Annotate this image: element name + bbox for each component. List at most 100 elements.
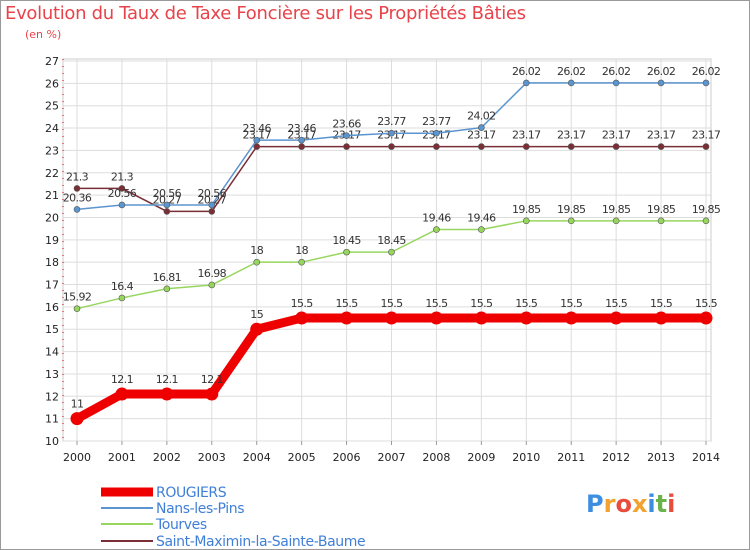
data-label-saint-maximin-la-sainte-baume: 23.17 <box>602 129 631 142</box>
data-label-rougiers: 15 <box>250 308 263 321</box>
data-point-saint-maximin-la-sainte-baume <box>522 143 530 150</box>
data-label-rougiers: 15.5 <box>650 297 673 310</box>
data-point-tourves <box>253 258 261 266</box>
x-tick-label: 2011 <box>557 451 585 464</box>
data-label-tourves: 18.45 <box>377 234 406 247</box>
data-point-tourves <box>73 305 81 312</box>
data-point-tourves <box>118 294 126 302</box>
data-point-saint-maximin-la-sainte-baume <box>208 208 216 215</box>
data-label-rougiers: 15.5 <box>470 297 493 310</box>
data-label-tourves: 19.85 <box>692 203 721 216</box>
data-label-nans-les-pins: 20.36 <box>63 191 92 204</box>
data-label-nans-les-pins: 26.02 <box>557 65 586 78</box>
x-tick-label: 2007 <box>378 451 406 464</box>
y-tick-label: 15 <box>45 323 59 336</box>
data-label-tourves: 19.46 <box>422 212 451 225</box>
data-point-nans-les-pins <box>702 79 710 87</box>
data-label-tourves: 16.4 <box>111 280 134 293</box>
data-point-saint-maximin-la-sainte-baume <box>388 143 395 150</box>
data-label-saint-maximin-la-sainte-baume: 23.17 <box>557 129 586 142</box>
data-point-rougiers <box>474 311 488 325</box>
data-point-tourves <box>208 281 216 289</box>
data-label-rougiers: 12.1 <box>201 373 223 386</box>
data-point-rougiers <box>340 311 354 325</box>
data-label-rougiers: 15.5 <box>560 297 583 310</box>
data-label-rougiers: 15.5 <box>380 297 403 310</box>
data-point-nans-les-pins <box>343 132 350 139</box>
y-tick-label: 16 <box>45 301 59 314</box>
data-point-saint-maximin-la-sainte-baume <box>118 185 126 192</box>
x-tick-label: 2003 <box>198 451 226 464</box>
data-label-saint-maximin-la-sainte-baume: 23.17 <box>467 129 496 142</box>
y-tick-label: 22 <box>45 167 59 180</box>
x-tick-label: 2001 <box>108 451 136 464</box>
data-label-tourves: 18 <box>295 244 308 257</box>
data-point-tourves <box>388 248 395 256</box>
y-tick-label: 23 <box>45 144 59 157</box>
x-tick-label: 2009 <box>467 451 495 464</box>
legend-label-nans-les-pins: Nans-les-Pins <box>156 501 244 517</box>
logo-letter: P <box>586 490 604 518</box>
y-tick-label: 19 <box>45 234 59 247</box>
data-label-tourves: 19.85 <box>512 203 541 216</box>
logo-letter: i <box>647 490 656 518</box>
data-label-tourves: 19.85 <box>557 203 586 216</box>
data-label-nans-les-pins: 26.02 <box>602 65 631 78</box>
data-label-tourves: 16.81 <box>153 271 182 284</box>
logo-letter: o <box>615 490 632 518</box>
x-tick-label: 2004 <box>243 451 271 464</box>
x-tick-label: 2010 <box>512 451 540 464</box>
data-label-rougiers: 15.5 <box>695 297 718 310</box>
data-label-nans-les-pins: 24.02 <box>467 110 496 123</box>
data-label-nans-les-pins: 23.46 <box>287 122 316 135</box>
data-point-saint-maximin-la-sainte-baume <box>702 143 710 150</box>
proxiti-logo: Proxiti <box>586 490 675 518</box>
data-point-rougiers <box>250 322 264 336</box>
data-label-saint-maximin-la-sainte-baume: 23.17 <box>242 129 271 142</box>
data-label-rougiers: 12.1 <box>156 373 178 386</box>
x-tick-label: 2014 <box>692 451 720 464</box>
data-label-saint-maximin-la-sainte-baume: 21.3 <box>111 170 134 183</box>
data-point-rougiers <box>160 387 174 401</box>
y-tick-label: 18 <box>45 256 59 269</box>
data-label-saint-maximin-la-sainte-baume: 20.27 <box>198 193 227 206</box>
data-point-rougiers <box>699 311 713 325</box>
y-tick-label: 13 <box>45 368 59 381</box>
data-label-tourves: 15.92 <box>63 291 92 304</box>
data-point-nans-les-pins <box>657 79 665 87</box>
data-point-tourves <box>343 248 350 256</box>
data-point-rougiers <box>205 387 219 401</box>
y-tick-label: 17 <box>45 279 59 292</box>
data-label-tourves: 19.85 <box>602 203 631 216</box>
data-point-tourves <box>567 217 575 225</box>
data-label-tourves: 19.46 <box>467 212 496 225</box>
data-point-saint-maximin-la-sainte-baume <box>298 143 305 150</box>
data-label-rougiers: 15.5 <box>291 297 314 310</box>
data-label-saint-maximin-la-sainte-baume: 23.17 <box>512 129 541 142</box>
y-tick-label: 14 <box>45 346 59 359</box>
data-point-saint-maximin-la-sainte-baume <box>433 143 440 150</box>
data-point-nans-les-pins <box>433 129 440 137</box>
data-point-nans-les-pins <box>612 79 620 87</box>
x-tick-label: 2012 <box>602 451 630 464</box>
x-tick-label: 2013 <box>647 451 675 464</box>
data-label-nans-les-pins: 26.02 <box>647 65 676 78</box>
data-label-nans-les-pins: 20.56 <box>108 187 137 200</box>
data-label-tourves: 16.98 <box>198 267 227 280</box>
y-tick-label: 24 <box>45 122 59 135</box>
data-label-rougiers: 15.5 <box>605 297 628 310</box>
data-point-tourves <box>433 226 440 233</box>
data-point-rougiers <box>564 311 578 325</box>
y-tick-label: 11 <box>45 413 59 426</box>
data-point-nans-les-pins <box>253 136 261 144</box>
logo-letter: r <box>603 490 616 518</box>
data-point-saint-maximin-la-sainte-baume <box>253 143 261 150</box>
y-tick-label: 26 <box>45 77 59 90</box>
x-tick-label: 2006 <box>333 451 361 464</box>
data-label-nans-les-pins: 23.46 <box>242 122 271 135</box>
data-point-saint-maximin-la-sainte-baume <box>567 143 575 150</box>
data-label-saint-maximin-la-sainte-baume: 23.17 <box>692 129 721 142</box>
data-label-saint-maximin-la-sainte-baume: 23.17 <box>647 129 676 142</box>
